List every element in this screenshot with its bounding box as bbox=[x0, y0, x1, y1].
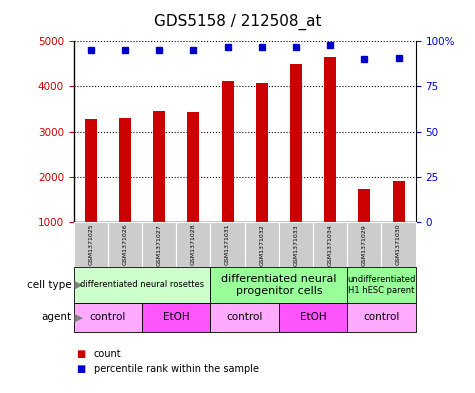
Text: undifferentiated
H1 hESC parent: undifferentiated H1 hESC parent bbox=[347, 275, 416, 295]
Bar bbox=[256, 83, 268, 267]
Bar bbox=[119, 118, 131, 267]
Text: EtOH: EtOH bbox=[163, 312, 190, 322]
Text: differentiated neural rosettes: differentiated neural rosettes bbox=[80, 281, 204, 289]
Bar bbox=[221, 81, 234, 267]
Bar bbox=[153, 111, 165, 267]
Text: ■: ■ bbox=[76, 349, 85, 359]
Bar bbox=[85, 119, 97, 267]
Text: ▶: ▶ bbox=[71, 280, 83, 290]
Text: GSM1371028: GSM1371028 bbox=[191, 224, 196, 265]
Text: GSM1371034: GSM1371034 bbox=[328, 224, 332, 266]
Bar bbox=[187, 112, 200, 267]
Text: GDS5158 / 212508_at: GDS5158 / 212508_at bbox=[154, 14, 321, 30]
Text: control: control bbox=[363, 312, 399, 322]
Text: GSM1371026: GSM1371026 bbox=[123, 224, 127, 265]
Text: control: control bbox=[227, 312, 263, 322]
Text: ▶: ▶ bbox=[71, 312, 83, 322]
Bar bbox=[392, 181, 405, 267]
Text: GSM1371029: GSM1371029 bbox=[362, 224, 367, 266]
Text: differentiated neural
progenitor cells: differentiated neural progenitor cells bbox=[221, 274, 337, 296]
Text: GSM1371033: GSM1371033 bbox=[294, 224, 298, 266]
Text: percentile rank within the sample: percentile rank within the sample bbox=[94, 364, 258, 375]
Text: agent: agent bbox=[41, 312, 71, 322]
Bar bbox=[358, 189, 370, 267]
Text: GSM1371030: GSM1371030 bbox=[396, 224, 401, 265]
Text: GSM1371027: GSM1371027 bbox=[157, 224, 162, 266]
Text: cell type: cell type bbox=[27, 280, 71, 290]
Text: EtOH: EtOH bbox=[300, 312, 326, 322]
Text: GSM1371031: GSM1371031 bbox=[225, 224, 230, 265]
Bar bbox=[290, 64, 302, 267]
Text: count: count bbox=[94, 349, 121, 359]
Text: control: control bbox=[90, 312, 126, 322]
Bar bbox=[324, 57, 336, 267]
Text: GSM1371025: GSM1371025 bbox=[88, 224, 93, 265]
Text: ■: ■ bbox=[76, 364, 85, 375]
Text: GSM1371032: GSM1371032 bbox=[259, 224, 264, 266]
